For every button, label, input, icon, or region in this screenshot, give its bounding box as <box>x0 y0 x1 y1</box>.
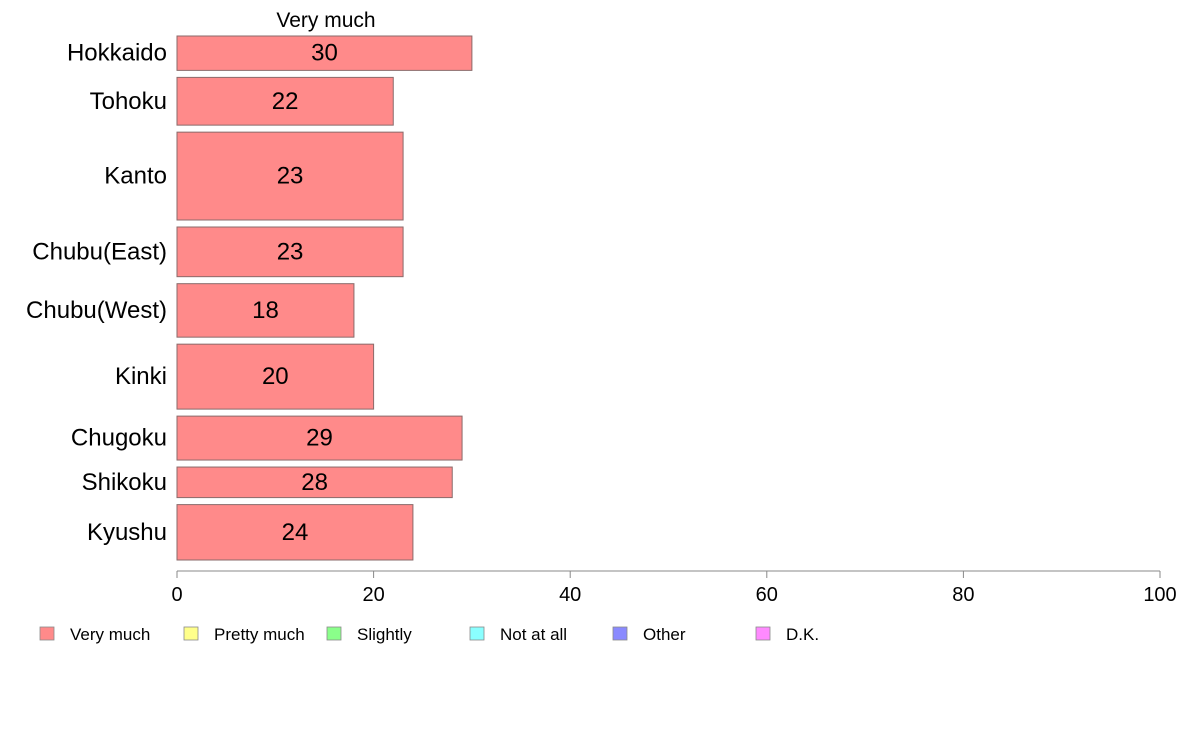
category-label-chubu-west: Chubu(West) <box>26 297 167 324</box>
legend-swatch-d-k <box>755 626 771 641</box>
legend-label-very-much: Very much <box>70 625 150 644</box>
value-label-chubu-west: 18 <box>252 297 279 324</box>
legend-swatch-very-much <box>39 626 55 641</box>
bar-chugoku <box>176 415 463 461</box>
category-label-chugoku: Chugoku <box>71 425 167 452</box>
category-label-shikoku: Shikoku <box>82 469 167 496</box>
chart-title: Very much <box>276 9 375 32</box>
value-label-tohoku: 22 <box>272 88 299 115</box>
x-tick-label-20: 20 <box>362 584 384 606</box>
bar-kanto <box>176 131 404 221</box>
value-label-shikoku: 28 <box>301 469 328 496</box>
x-tick-label-0: 0 <box>171 584 182 606</box>
category-label-hokkaido: Hokkaido <box>67 40 167 67</box>
bar-hokkaido <box>176 35 473 71</box>
bar-tohoku <box>176 76 394 126</box>
category-label-kinki: Kinki <box>115 363 167 390</box>
value-label-chugoku: 29 <box>306 425 333 452</box>
bar-chubu-west <box>176 283 355 338</box>
value-label-kanto: 23 <box>277 163 304 190</box>
bar-kyushu <box>176 504 414 561</box>
x-tick-label-80: 80 <box>952 584 974 606</box>
bar-chubu-east <box>176 226 404 278</box>
x-tick-label-100: 100 <box>1143 584 1176 606</box>
category-label-kyushu: Kyushu <box>87 519 167 546</box>
category-label-tohoku: Tohoku <box>90 88 167 115</box>
x-axis-ticks: 0 20 40 60 80 100 <box>171 571 1177 606</box>
value-label-kinki: 20 <box>262 363 289 390</box>
value-label-hokkaido: 30 <box>311 40 338 67</box>
legend-label-not-at-all: Not at all <box>500 625 567 644</box>
legend-swatch-not-at-all <box>469 626 485 641</box>
legend-label-slightly: Slightly <box>357 625 412 644</box>
legend-swatch-pretty-much <box>183 626 199 641</box>
value-label-chubu-east: 23 <box>277 238 304 265</box>
bar-kinki <box>176 343 375 410</box>
legend-label-d-k: D.K. <box>786 625 819 644</box>
bar-shikoku <box>176 466 453 499</box>
legend-label-pretty-much: Pretty much <box>214 625 305 644</box>
x-tick-label-40: 40 <box>559 584 581 606</box>
value-label-kyushu: 24 <box>282 519 309 546</box>
category-label-chubu-east: Chubu(East) <box>32 238 167 265</box>
bars-group: Hokkaido 30 Tohoku 22 Kanto 23 Chubu(East) 23 Ch… <box>26 35 473 561</box>
category-label-kanto: Kanto <box>104 163 167 190</box>
legend-label-other: Other <box>643 625 686 644</box>
legend-swatch-slightly <box>326 626 342 641</box>
legend-swatch-other <box>612 626 628 641</box>
legend: Very much Pretty much Slightly Not at all Ot… <box>39 625 819 644</box>
x-tick-label-60: 60 <box>756 584 778 606</box>
